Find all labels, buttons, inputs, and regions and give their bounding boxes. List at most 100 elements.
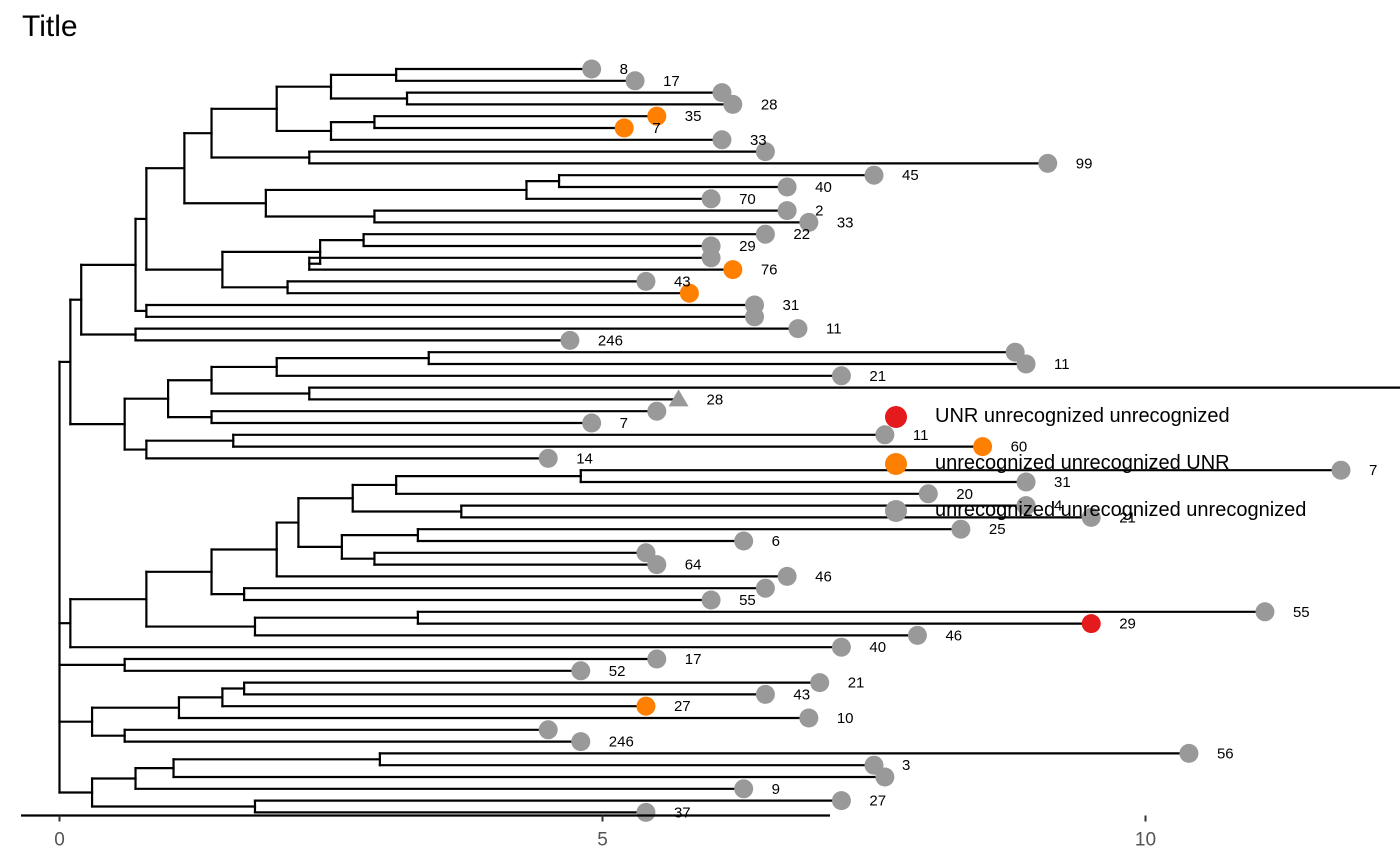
tip-marker-28 xyxy=(668,389,689,407)
tip-marker-36 xyxy=(918,484,938,504)
tip-marker-49 xyxy=(831,637,851,657)
tip-label-28: 28 xyxy=(707,391,724,408)
tip-label-13: 33 xyxy=(837,214,854,231)
legend-dot-unr xyxy=(885,405,907,428)
tip-label-0: 8 xyxy=(620,61,628,78)
tip-marker-55 xyxy=(799,708,819,728)
tip-label-49: 40 xyxy=(869,639,886,656)
tip-label-57: 246 xyxy=(609,734,634,751)
tip-label-40: 6 xyxy=(772,533,780,550)
tip-marker-50 xyxy=(647,649,667,669)
tip-label-14: 22 xyxy=(793,226,810,243)
chart-title: Title xyxy=(22,10,78,43)
tip-label-46: 55 xyxy=(1293,604,1310,621)
tip-marker-17 xyxy=(723,260,743,280)
tip-marker-33 xyxy=(538,448,558,468)
tip-marker-54 xyxy=(636,696,656,716)
tip-marker-31 xyxy=(875,425,895,445)
tip-marker-51 xyxy=(571,661,591,681)
tip-marker-16 xyxy=(701,248,721,268)
tip-marker-52 xyxy=(810,673,830,693)
tip-label-30: 7 xyxy=(620,415,628,432)
legend-dot-unrecognized-unr xyxy=(885,452,907,475)
tip-label-43: 46 xyxy=(815,568,832,585)
tip-marker-30 xyxy=(582,413,602,433)
tip-marker-37 xyxy=(1016,496,1036,516)
tip-label-31: 11 xyxy=(913,427,929,444)
tip-label-15: 29 xyxy=(739,238,756,255)
legend-label-unrecognized: unrecognized unrecognized unrecognized xyxy=(935,499,1307,521)
tip-marker-25 xyxy=(1016,354,1036,374)
tip-label-62: 27 xyxy=(869,793,886,810)
tip-marker-8 xyxy=(1038,153,1058,173)
tip-marker-35 xyxy=(1016,472,1036,492)
tip-label-5: 7 xyxy=(652,120,660,137)
tip-marker-0 xyxy=(582,59,602,79)
tip-label-20: 31 xyxy=(783,297,800,314)
tip-marker-34 xyxy=(1331,460,1351,480)
tip-label-50: 17 xyxy=(685,651,702,668)
tip-label-51: 52 xyxy=(609,663,626,680)
legend-item-unr: UNR unrecognized unrecognized xyxy=(885,393,1306,440)
legend-label-unrecognized-unr: unrecognized unrecognized UNR xyxy=(935,452,1230,474)
tree-branches xyxy=(58,67,1400,814)
tip-label-3: 28 xyxy=(761,96,778,113)
tip-marker-47 xyxy=(1081,614,1101,634)
tip-label-35: 31 xyxy=(1054,474,1071,491)
tip-marker-61 xyxy=(734,779,754,799)
tip-label-42: 64 xyxy=(685,557,702,574)
tip-marker-23 xyxy=(560,330,580,350)
tip-label-59: 3 xyxy=(902,757,910,774)
tip-marker-42 xyxy=(647,555,667,575)
legend: UNR unrecognized unrecognized unrecogniz… xyxy=(885,393,1306,534)
tip-marker-58 xyxy=(1179,743,1199,763)
tip-label-63: 37 xyxy=(674,804,691,821)
legend-item-unrecognized: unrecognized unrecognized unrecognized xyxy=(885,487,1306,534)
tip-marker-43 xyxy=(777,566,797,586)
tip-label-53: 43 xyxy=(793,686,810,703)
tip-label-9: 45 xyxy=(902,167,919,184)
tip-marker-63 xyxy=(636,802,656,822)
tip-marker-13 xyxy=(799,212,819,232)
tip-marker-26 xyxy=(831,366,851,386)
tip-marker-29 xyxy=(647,401,667,421)
tree-tip-labels: 8172835733994540702332229764331112461121… xyxy=(576,61,1377,821)
tip-marker-9 xyxy=(864,165,884,185)
tip-label-39: 25 xyxy=(989,521,1006,538)
tip-marker-6 xyxy=(712,130,732,150)
tip-label-34: 7 xyxy=(1369,462,1377,479)
tip-marker-21 xyxy=(745,307,765,327)
tip-label-37: 4 xyxy=(1054,498,1062,515)
tip-marker-56 xyxy=(538,720,558,740)
x-tick-label-2: 10 xyxy=(1135,830,1156,851)
tip-label-58: 56 xyxy=(1217,745,1234,762)
tip-label-26: 21 xyxy=(869,368,886,385)
tip-marker-39 xyxy=(951,519,971,539)
tip-marker-44 xyxy=(755,578,775,598)
tip-marker-40 xyxy=(734,531,754,551)
tip-label-45: 55 xyxy=(739,592,756,609)
tip-label-52: 21 xyxy=(848,675,865,692)
legend-label-unr: UNR unrecognized unrecognized xyxy=(935,405,1230,427)
tip-marker-48 xyxy=(907,625,927,645)
tip-marker-5 xyxy=(614,118,634,138)
tip-marker-14 xyxy=(755,224,775,244)
legend-dot-unrecognized xyxy=(885,499,907,522)
tip-label-6: 33 xyxy=(750,132,767,149)
tip-label-47: 29 xyxy=(1119,616,1136,633)
tip-label-23: 246 xyxy=(598,332,623,349)
tip-marker-18 xyxy=(636,271,656,291)
tip-label-11: 70 xyxy=(739,191,756,208)
tip-label-18: 43 xyxy=(674,273,691,290)
tip-marker-3 xyxy=(723,94,743,114)
tip-marker-12 xyxy=(777,201,797,221)
tip-label-36: 20 xyxy=(956,486,973,503)
tip-label-4: 35 xyxy=(685,108,702,125)
tip-label-8: 99 xyxy=(1076,155,1093,172)
tip-marker-45 xyxy=(701,590,721,610)
tip-marker-57 xyxy=(571,732,591,752)
tip-label-17: 76 xyxy=(761,262,778,279)
tree-tips xyxy=(538,59,1351,822)
tip-label-33: 14 xyxy=(576,450,593,467)
